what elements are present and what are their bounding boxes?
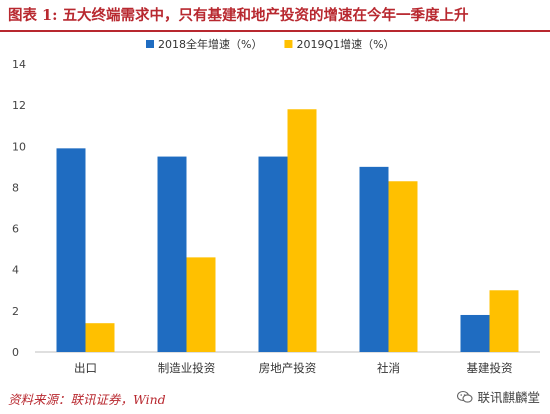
legend-swatch-1: [284, 40, 293, 48]
title-divider: [0, 30, 550, 32]
source-note: 资料来源：联讯证券，Wind: [8, 392, 166, 407]
bar-0-1: [157, 156, 187, 352]
x-tick-label: 出口: [74, 361, 97, 375]
x-tick-label: 制造业投资: [158, 361, 216, 375]
watermark-text: 联讯麒麟堂: [477, 390, 540, 405]
bar-0-4: [460, 314, 490, 352]
bar-chart: 2018全年增速（%） 2019Q1增速（%） 0 2 4 6 8 10 12 14 出口 制造业投资…: [12, 37, 540, 375]
x-tick-label: 基建投资: [467, 361, 513, 375]
x-tick-label: 房地产投资: [259, 361, 317, 375]
y-tick-label: 6: [12, 223, 19, 236]
legend-label-0: 2018全年增速（%）: [158, 37, 262, 51]
legend-label-1: 2019Q1增速（%）: [296, 37, 394, 51]
bar-1-2: [287, 109, 317, 352]
bar-1-0: [85, 323, 115, 352]
y-tick-label: 14: [12, 58, 26, 71]
y-tick-label: 2: [12, 305, 19, 318]
y-tick-label: 4: [12, 264, 19, 277]
bar-0-2: [258, 156, 288, 352]
y-tick-label: 10: [12, 140, 26, 153]
watermark: 联讯麒麟堂: [457, 387, 540, 406]
bar-1-4: [489, 290, 519, 352]
wechat-icon: [457, 390, 474, 403]
chart-title: 图表 1: 五大终端需求中，只有基建和地产投资的增速在今年一季度上升: [8, 4, 542, 26]
y-tick-label: 8: [12, 181, 19, 194]
figure-label: 图表 1:: [8, 7, 58, 24]
y-tick-label: 0: [12, 346, 19, 359]
y-tick-label: 12: [12, 99, 26, 112]
bar-0-0: [56, 148, 86, 352]
figure-title: 五大终端需求中，只有基建和地产投资的增速在今年一季度上升: [62, 7, 469, 24]
bar-1-3: [388, 181, 418, 352]
bar-0-3: [359, 166, 389, 352]
bar-1-1: [186, 257, 216, 352]
legend-swatch-0: [146, 40, 154, 48]
x-tick-label: 社消: [377, 361, 400, 375]
